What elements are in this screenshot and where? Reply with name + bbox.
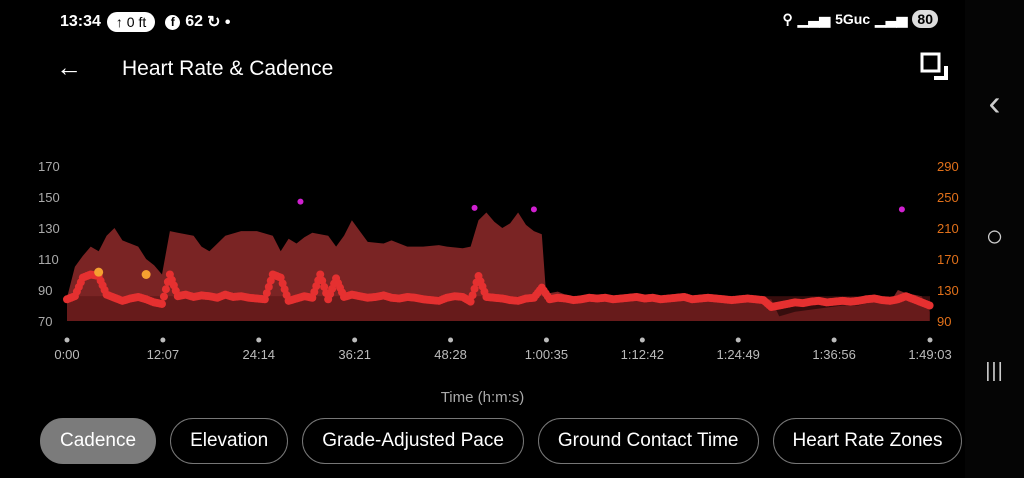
chip-heart-rate-zones[interactable]: Heart Rate Zones [772,418,963,464]
expand-icon[interactable] [920,52,950,82]
right-axis-tick: 250 [937,190,959,205]
cadence-point [262,289,271,298]
max-marker [471,204,478,211]
right-axis-tick: 130 [937,283,959,298]
x-tick-dot [831,337,837,343]
x-tick-dot [160,337,166,343]
x-axis-tick: 12:07 [147,347,180,362]
metric-chips: Cadence Elevation Grade-Adjusted Pace Gr… [40,418,965,466]
cadence-point [320,282,329,291]
page-title: Heart Rate & Cadence [122,57,334,80]
cadence-point [466,297,475,306]
x-tick-dot [352,337,358,343]
cadence-highlight-point [141,270,151,279]
status-time: 13:34 [60,13,101,30]
nav-home-icon[interactable]: ○ [985,220,1004,253]
navigation-bar: ‹ ○ ||| [965,0,1024,478]
nav-back-icon[interactable]: ‹ [988,82,1001,123]
nav-recents-icon[interactable]: ||| [985,360,1004,382]
chip-elevation[interactable]: Elevation [170,418,289,464]
x-axis-tick: 0:00 [54,347,79,362]
x-axis-tick: 1:36:56 [812,347,855,362]
x-axis-tick: 48:28 [434,347,467,362]
x-axis-tick: 1:49:03 [908,347,951,362]
left-axis-tick: 130 [38,221,60,236]
facebook-icon: f [165,14,181,30]
cadence-highlight-point [94,267,104,277]
x-tick-dot [927,337,933,343]
heart-rate-area [67,212,930,321]
cadence-point [318,276,327,285]
left-axis-tick: 170 [38,159,60,174]
cadence-point [468,291,477,300]
cadence-point [260,295,269,304]
chip-grade-adjusted-pace[interactable]: Grade-Adjusted Pace [302,418,524,464]
right-axis-tick: 90 [937,314,951,329]
elevation-pill: ↑ 0 ft [106,12,156,32]
max-marker [297,198,304,205]
cadence-point [157,299,166,308]
cadence-point [264,282,273,291]
location-icon: ⚲ [782,10,793,27]
notification-count: 62 [185,13,204,30]
left-axis-tick: 150 [38,190,60,205]
right-axis-tick: 170 [937,252,959,267]
x-tick-dot [256,337,262,343]
cadence-point [159,292,168,301]
network-type: 5Guc [835,11,871,27]
chip-ground-contact-time[interactable]: Ground Contact Time [537,418,759,464]
right-axis-tick: 210 [937,221,959,236]
x-axis-tick: 24:14 [243,347,276,362]
signal-icon-2: ▁▃▅ [875,10,908,27]
cadence-point [316,270,325,279]
x-axis-tick: 1:24:49 [717,347,760,362]
signal-icon: ▁▃▅ [797,10,831,27]
sync-icon: ↻ • [207,14,231,31]
status-bar: 13:34 ↑ 0 ft f 62 ↻ • ⚲ ▁▃▅ 5Guc ▁▃▅ 80 [60,10,944,34]
arrow-left-icon[interactable]: ← [56,52,82,82]
x-tick-dot [639,337,645,343]
chip-cadence[interactable]: Cadence [40,418,157,464]
x-tick-dot [64,337,70,343]
left-axis-tick: 90 [38,283,52,298]
left-axis-tick: 110 [38,252,59,267]
x-tick-dot [543,337,549,343]
battery-level: 80 [912,10,938,28]
cadence-point [925,301,934,310]
left-axis-tick: 70 [38,314,52,329]
cadence-point [161,285,170,294]
header: ← Heart Rate & Cadence [0,52,965,86]
max-marker [898,206,905,213]
right-axis-tick: 290 [937,159,959,174]
x-axis-tick: 36:21 [338,347,371,362]
x-axis-tick: 1:12:42 [621,347,664,362]
x-tick-dot [735,337,741,343]
x-tick-dot [448,337,454,343]
x-axis-tick: 1:00:35 [525,347,568,362]
x-axis-label: Time (h:m:s) [440,389,525,406]
cadence-point [470,284,479,293]
max-marker [530,206,537,213]
heart-rate-cadence-chart: 170 150 130 110 90 70 290 250 210 170 130 90 0:00 12:… [38,159,959,362]
